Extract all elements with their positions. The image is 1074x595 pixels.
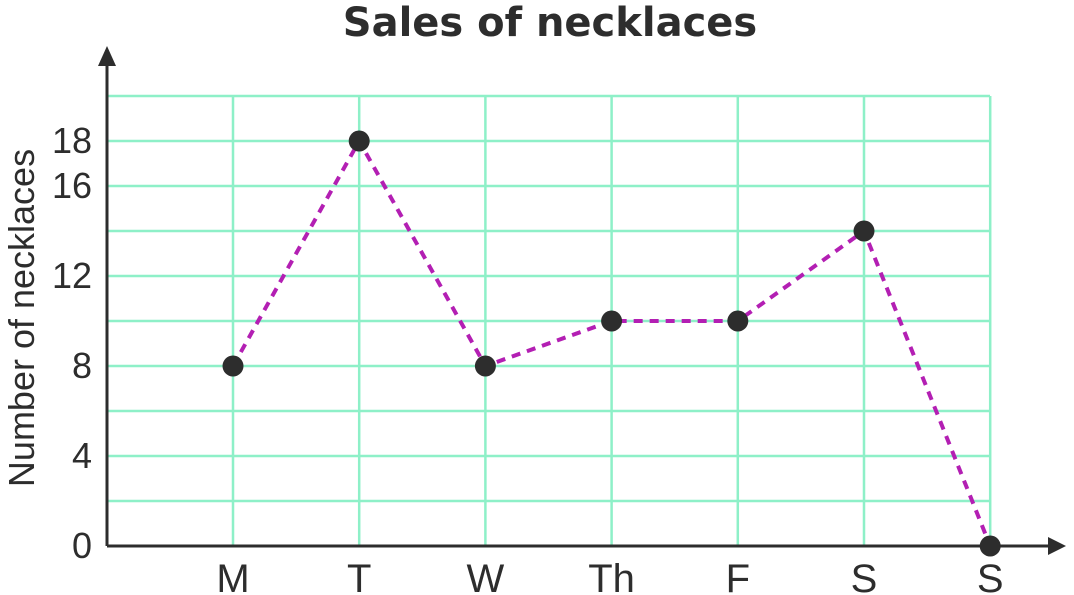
data-point bbox=[853, 220, 875, 242]
x-tick-label: S bbox=[977, 557, 1004, 595]
data-point bbox=[348, 130, 370, 152]
y-axis-label: Number of necklaces bbox=[1, 149, 42, 487]
x-tick-label: T bbox=[347, 557, 371, 595]
x-tick-label: S bbox=[851, 557, 878, 595]
x-tick-label: W bbox=[467, 557, 505, 595]
x-tick-label: F bbox=[726, 557, 750, 595]
y-tick-label: 4 bbox=[72, 435, 92, 476]
x-tick-label: Th bbox=[588, 557, 635, 595]
x-axis-arrow bbox=[1048, 537, 1066, 555]
axes bbox=[98, 46, 1066, 555]
grid-lines bbox=[107, 94, 992, 546]
data-point bbox=[222, 355, 244, 377]
y-axis-arrow bbox=[98, 46, 116, 66]
y-tick-label: 16 bbox=[52, 165, 92, 206]
data-point bbox=[601, 310, 623, 332]
data-point bbox=[727, 310, 749, 332]
y-tick-label: 8 bbox=[72, 345, 92, 386]
y-tick-label: 18 bbox=[52, 120, 92, 161]
data-point bbox=[474, 355, 496, 377]
y-tick-label: 0 bbox=[72, 525, 92, 566]
data-point bbox=[979, 535, 1001, 557]
chart-title: Sales of necklaces bbox=[343, 0, 757, 46]
series-group bbox=[222, 130, 1001, 557]
x-tick-label: M bbox=[216, 557, 249, 595]
y-tick-label: 12 bbox=[52, 255, 92, 296]
x-tick-labels: M T W Th F S S bbox=[216, 557, 1003, 595]
